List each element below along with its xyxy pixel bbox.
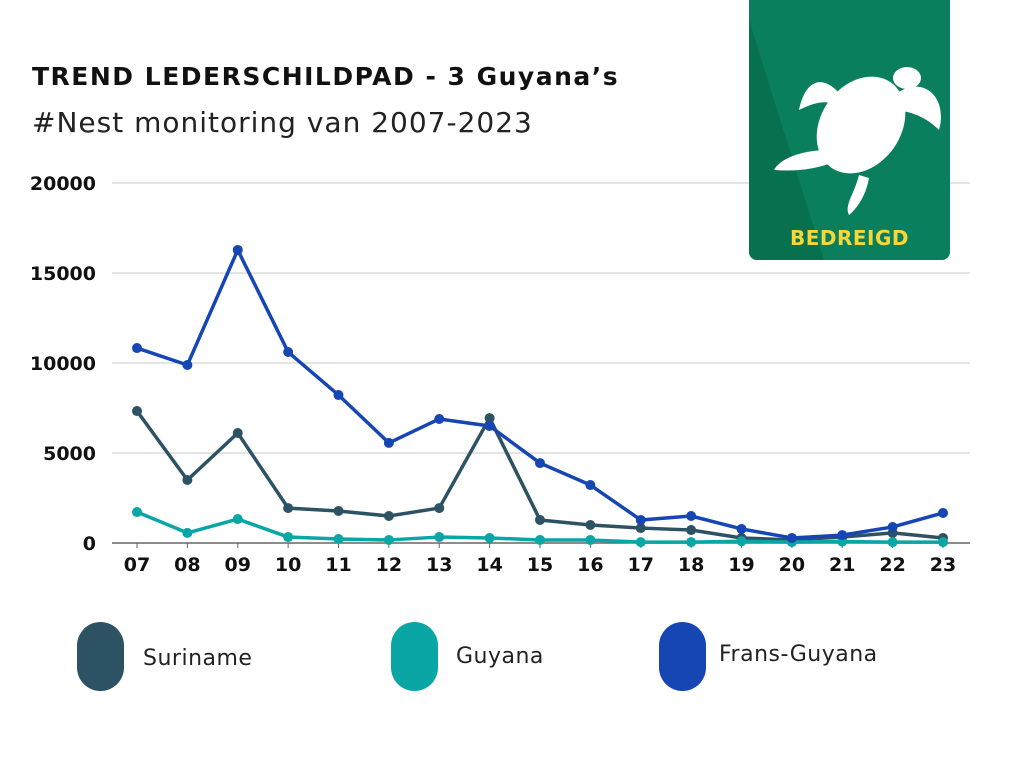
data-point-guyana <box>887 537 898 548</box>
data-point-guyana <box>434 532 445 543</box>
data-point-guyana <box>283 532 294 543</box>
chart-subtitle: #Nest monitoring van 2007-2023 <box>32 106 533 139</box>
data-point-frans-guyana <box>232 244 243 255</box>
data-point-frans-guyana <box>283 347 294 358</box>
legend-label: Frans-Guyana <box>719 642 878 667</box>
data-point-frans-guyana <box>434 413 445 424</box>
y-tick-label: 20000 <box>30 173 96 195</box>
data-point-suriname <box>232 428 243 439</box>
data-point-frans-guyana <box>837 530 848 541</box>
data-point-frans-guyana <box>635 514 646 525</box>
data-point-suriname <box>535 514 545 525</box>
x-tick-label: 17 <box>628 554 654 576</box>
x-tick-label: 16 <box>577 554 603 576</box>
legend-label: Suriname <box>143 646 253 671</box>
data-point-frans-guyana <box>585 480 596 491</box>
x-tick-label: 23 <box>930 554 956 576</box>
data-point-frans-guyana <box>535 458 545 469</box>
x-tick-label: 22 <box>879 554 905 576</box>
x-tick-label: 15 <box>527 554 553 576</box>
line-chart: 0 5000 10000 15000 20000 07 08 09 10 11 12 13 14 15 16… <box>30 173 970 576</box>
data-point-frans-guyana <box>383 437 394 448</box>
data-point-frans-guyana <box>736 523 747 534</box>
data-point-guyana <box>182 527 193 538</box>
data-point-frans-guyana <box>887 521 898 532</box>
y-tick-label: 5000 <box>43 443 96 465</box>
x-tick-label: 08 <box>174 554 200 576</box>
data-point-suriname <box>132 406 142 417</box>
data-point-suriname <box>283 503 294 514</box>
data-point-suriname <box>686 525 697 536</box>
data-point-suriname <box>333 505 344 516</box>
x-tick-label: 21 <box>829 554 855 576</box>
data-point-guyana <box>635 537 646 548</box>
x-tick-label: 12 <box>376 554 402 576</box>
x-tick-label: 18 <box>678 554 704 576</box>
x-tick-label: 10 <box>275 554 301 576</box>
x-tick-label: 14 <box>476 554 502 576</box>
chart-title: TREND LEDERSCHILDPAD - 3 Guyana’s <box>32 62 620 91</box>
data-point-frans-guyana <box>938 507 948 518</box>
data-point-frans-guyana <box>132 343 142 354</box>
data-point-guyana <box>132 507 142 518</box>
data-point-suriname <box>484 413 495 424</box>
series-line-frans-guyana <box>136 248 944 540</box>
x-tick-label: 09 <box>225 554 251 576</box>
data-point-guyana <box>535 534 545 545</box>
data-point-guyana <box>232 514 243 525</box>
legend-label: Guyana <box>456 644 544 669</box>
y-tick-label: 10000 <box>30 353 96 375</box>
data-point-suriname <box>434 503 445 514</box>
data-point-frans-guyana <box>484 421 495 431</box>
data-point-guyana <box>484 532 495 543</box>
data-point-frans-guyana <box>786 532 797 543</box>
x-tick-label: 20 <box>779 554 805 576</box>
x-tick-label: 11 <box>325 554 351 576</box>
data-point-guyana <box>585 534 596 545</box>
data-point-frans-guyana <box>333 390 344 401</box>
y-tick-label: 15000 <box>30 263 96 285</box>
x-tick-label: 19 <box>728 554 754 576</box>
x-tick-label: 13 <box>426 554 452 576</box>
data-point-suriname <box>383 511 394 521</box>
data-point-frans-guyana <box>686 511 697 521</box>
turtle-icon <box>749 20 941 260</box>
data-point-guyana <box>686 537 697 548</box>
badge-label: BEDREIGD <box>789 226 910 250</box>
y-tick-label: 0 <box>83 533 96 555</box>
data-point-guyana <box>383 534 394 545</box>
data-point-guyana <box>938 537 948 548</box>
data-point-guyana <box>333 534 344 545</box>
data-point-suriname <box>635 523 646 534</box>
data-point-frans-guyana <box>182 359 193 370</box>
threat-badge: BEDREIGD <box>749 0 950 260</box>
data-point-guyana <box>736 536 747 547</box>
x-tick-label: 07 <box>124 554 150 576</box>
legend-swatch <box>659 622 706 691</box>
legend-swatch <box>77 622 124 691</box>
data-point-suriname <box>182 475 193 485</box>
data-point-suriname <box>585 520 596 530</box>
legend-swatch <box>391 622 438 691</box>
